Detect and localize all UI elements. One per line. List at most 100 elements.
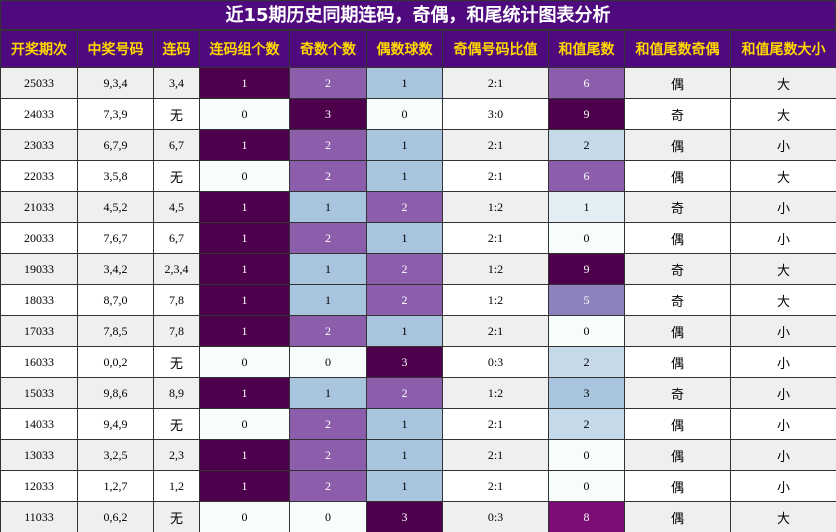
table-cell: 3 (366, 346, 443, 378)
table-row: 18033 8,7,0 7,8 1 1 2 1:2 5 奇大 (0, 284, 836, 316)
table-row: 11033 0,6,2 无 0 0 3 0:3 8 偶大 (0, 501, 836, 532)
table-cell: 1 (199, 67, 290, 99)
table-cell: 1 (199, 284, 290, 316)
table-cell: 0:3 (442, 501, 549, 532)
table-cell: 1 (366, 129, 443, 161)
table-cell: 1 (199, 129, 290, 161)
table-row: 17033 7,8,5 7,8 1 2 1 2:1 0 偶小 (0, 315, 836, 347)
table-cell: 小 (730, 470, 836, 502)
table-cell: 1,2,7 (77, 470, 154, 502)
table-cell: 16033 (0, 346, 78, 378)
table-cell: 3,2,5 (77, 439, 154, 471)
table-cell: 2 (366, 284, 443, 316)
table-cell: 2:1 (442, 160, 549, 192)
table-cell: 2 (366, 253, 443, 285)
table-cell: 9,4,9 (77, 408, 154, 440)
table-cell: 1 (366, 315, 443, 347)
table-cell: 7,8 (153, 284, 200, 316)
table-cell: 5 (548, 284, 625, 316)
table-cell: 3 (366, 501, 443, 532)
table-cell: 0,0,2 (77, 346, 154, 378)
table-cell: 2 (289, 160, 367, 192)
table-cell: 1 (199, 191, 290, 223)
table-cell: 偶 (624, 439, 731, 471)
table-cell: 0 (199, 98, 290, 130)
table-cell: 0,6,2 (77, 501, 154, 532)
column-header: 和值尾数奇偶 (624, 30, 731, 68)
table-cell: 13033 (0, 439, 78, 471)
table-row: 16033 0,0,2 无 0 0 3 0:3 2 偶小 (0, 346, 836, 378)
table-cell: 奇 (624, 284, 731, 316)
table-cell: 偶 (624, 160, 731, 192)
table-cell: 9 (548, 253, 625, 285)
table-cell: 偶 (624, 315, 731, 347)
column-header: 连码 (153, 30, 200, 68)
table-cell: 0 (548, 315, 625, 347)
table-cell: 2 (366, 191, 443, 223)
table-cell: 0 (366, 98, 443, 130)
table-cell: 17033 (0, 315, 78, 347)
table-cell: 1 (199, 470, 290, 502)
table-cell: 2 (548, 408, 625, 440)
table-cell: 3 (548, 377, 625, 409)
table-cell: 1 (366, 470, 443, 502)
column-header: 偶数球数 (366, 30, 443, 68)
table-cell: 0 (289, 501, 367, 532)
table-cell: 1:2 (442, 284, 549, 316)
table-body: 25033 9,3,4 3,4 1 2 1 2:1 6 偶大 24033 7,3,9 无 0 3 0 3:0 9… (0, 67, 836, 532)
table-cell: 0:3 (442, 346, 549, 378)
table-cell: 无 (153, 346, 200, 378)
table-row: 20033 7,6,7 6,7 1 2 1 2:1 0 偶小 (0, 222, 836, 254)
table-cell: 1 (199, 253, 290, 285)
column-header: 和值尾数大小 (730, 30, 836, 68)
table-cell: 7,8 (153, 315, 200, 347)
table-cell: 1 (199, 439, 290, 471)
table-row: 19033 3,4,2 2,3,4 1 1 2 1:2 9 奇大 (0, 253, 836, 285)
table-cell: 大 (730, 253, 836, 285)
table-cell: 偶 (624, 129, 731, 161)
column-header: 连码组个数 (199, 30, 290, 68)
table-cell: 7,3,9 (77, 98, 154, 130)
table-row: 23033 6,7,9 6,7 1 2 1 2:1 2 偶小 (0, 129, 836, 161)
table-cell: 8,7,0 (77, 284, 154, 316)
table-cell: 1 (199, 222, 290, 254)
table-cell: 23033 (0, 129, 78, 161)
table-cell: 小 (730, 315, 836, 347)
table-cell: 小 (730, 377, 836, 409)
table-cell: 9,3,4 (77, 67, 154, 99)
table-cell: 大 (730, 501, 836, 532)
table-cell: 25033 (0, 67, 78, 99)
table-cell: 2 (548, 129, 625, 161)
table-cell: 0 (548, 439, 625, 471)
table-cell: 1 (548, 191, 625, 223)
table-row: 24033 7,3,9 无 0 3 0 3:0 9 奇大 (0, 98, 836, 130)
table-cell: 大 (730, 98, 836, 130)
table-cell: 8,9 (153, 377, 200, 409)
table-cell: 奇 (624, 253, 731, 285)
table-cell: 6,7 (153, 222, 200, 254)
table-cell: 大 (730, 160, 836, 192)
title: 近15期历史同期连码，奇偶，和尾统计图表分析 (0, 0, 836, 30)
table-row: 25033 9,3,4 3,4 1 2 1 2:1 6 偶大 (0, 67, 836, 99)
table-cell: 7,6,7 (77, 222, 154, 254)
stats-table: 开奖期次 中奖号码 连码 连码组个数 奇数个数 偶数球数 奇偶号码比值 和值尾数 和值尾数奇偶和… (0, 30, 836, 532)
table-cell: 无 (153, 501, 200, 532)
table-cell: 2 (289, 470, 367, 502)
table-cell: 大 (730, 67, 836, 99)
column-header: 开奖期次 (0, 30, 78, 68)
table-cell: 4,5,2 (77, 191, 154, 223)
table-cell: 24033 (0, 98, 78, 130)
table-cell: 无 (153, 98, 200, 130)
table-cell: 小 (730, 346, 836, 378)
table-cell: 0 (199, 160, 290, 192)
table-cell: 偶 (624, 470, 731, 502)
table-cell: 12033 (0, 470, 78, 502)
table-cell: 0 (199, 408, 290, 440)
table-cell: 奇 (624, 377, 731, 409)
table-cell: 2:1 (442, 315, 549, 347)
table-cell: 0 (199, 501, 290, 532)
table-cell: 小 (730, 191, 836, 223)
table-cell: 2:1 (442, 129, 549, 161)
table-cell: 2,3,4 (153, 253, 200, 285)
